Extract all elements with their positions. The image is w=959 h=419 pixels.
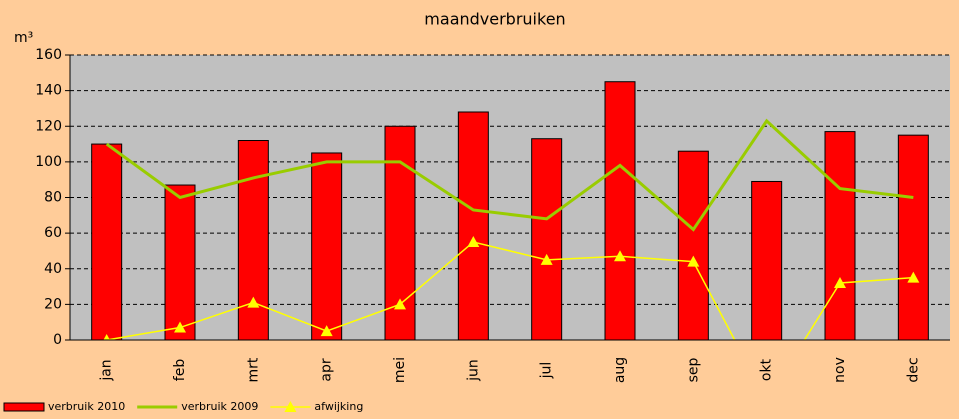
x-tick-label: jul <box>539 362 555 380</box>
y-tick-label: 100 <box>35 154 62 170</box>
bar <box>677 150 709 340</box>
bar <box>604 81 636 340</box>
y-tick-label: 140 <box>35 83 62 99</box>
x-tick-label: apr <box>319 358 335 381</box>
y-tick-label: 40 <box>44 261 62 277</box>
marker <box>320 325 333 337</box>
marker <box>687 255 700 267</box>
x-tick-label: aug <box>612 357 628 383</box>
chart-title: maandverbruiken <box>424 10 565 29</box>
plot-area <box>70 55 950 340</box>
y-tick-label: 120 <box>35 118 62 134</box>
marker <box>907 271 920 283</box>
x-tick-label: nov <box>832 357 848 383</box>
bar <box>311 152 343 340</box>
marker <box>540 253 553 265</box>
y-tick-label: 160 <box>35 47 62 63</box>
bar <box>751 180 783 340</box>
bar <box>164 184 196 340</box>
marker <box>614 250 626 262</box>
bar <box>457 111 489 340</box>
x-tick-label: dec <box>905 357 921 382</box>
bar <box>897 134 929 340</box>
marker <box>467 236 480 248</box>
bar <box>824 131 856 340</box>
legend-label: afwijking <box>314 400 363 413</box>
marker <box>394 298 406 310</box>
legend-swatch <box>3 402 45 412</box>
x-tick-label: mei <box>392 357 408 383</box>
legend-label: verbruik 2010 <box>48 400 125 413</box>
line <box>106 241 914 340</box>
x-tick-label: jan <box>99 359 115 381</box>
line <box>105 118 914 232</box>
marker <box>247 296 260 308</box>
y-tick-label: 20 <box>44 296 62 312</box>
marker <box>761 395 773 406</box>
x-tick-label: feb <box>172 359 188 382</box>
legend-marker <box>284 401 297 412</box>
marker <box>103 334 110 340</box>
bar <box>91 143 123 340</box>
x-tick-label: mrt <box>245 357 261 382</box>
legend-label: verbruik 2009 <box>181 400 258 413</box>
y-tick-label: 80 <box>44 190 62 206</box>
y-axis-label: m³ <box>14 30 33 46</box>
x-tick-label: okt <box>759 358 775 381</box>
y-tick-label: 0 <box>53 332 62 348</box>
plot-content <box>91 81 929 406</box>
marker <box>834 277 846 288</box>
marker <box>174 321 186 333</box>
y-tick-label: 60 <box>44 225 62 241</box>
bar <box>531 138 563 340</box>
x-tick-label: sep <box>685 357 701 382</box>
x-tick-label: jun <box>465 359 481 382</box>
bar <box>237 140 269 340</box>
